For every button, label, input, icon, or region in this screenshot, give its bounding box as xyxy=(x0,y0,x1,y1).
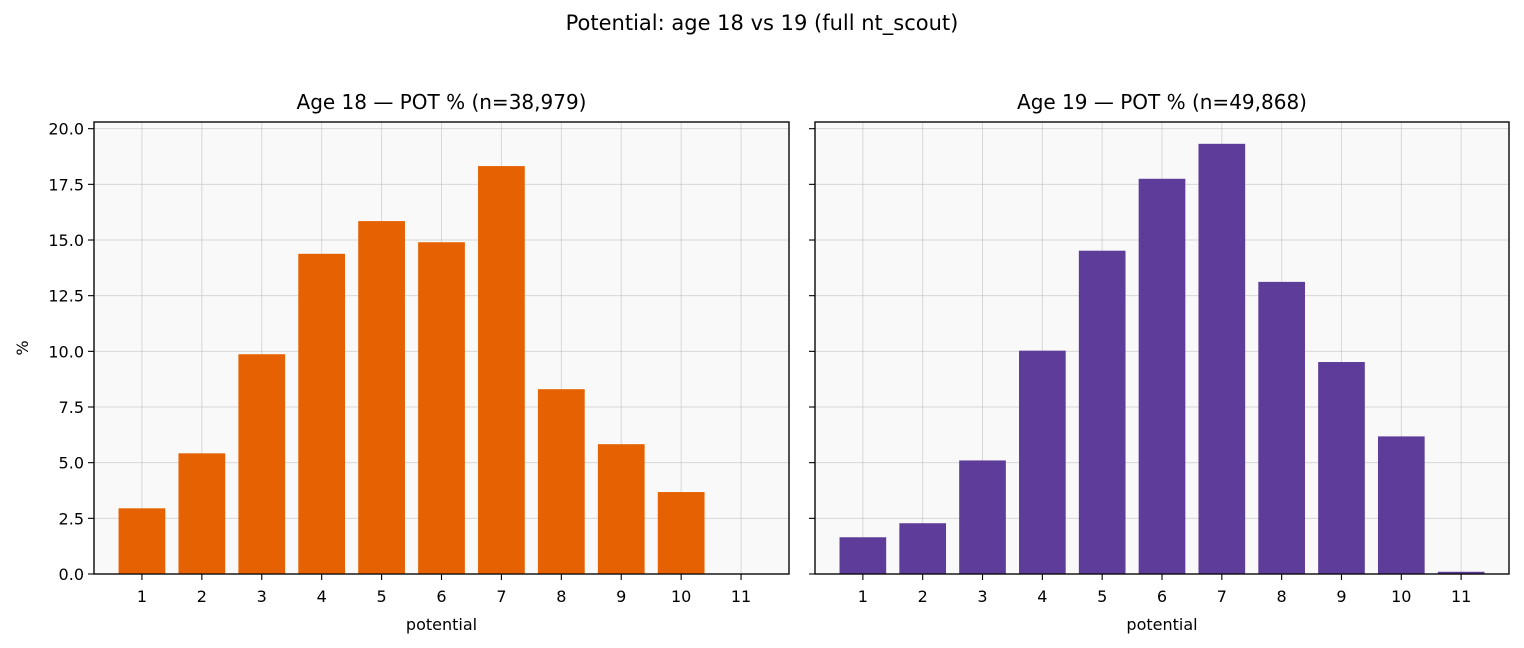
y-tick-label: 2.5 xyxy=(59,509,84,528)
x-tick-label: 8 xyxy=(556,587,566,606)
x-tick-label: 10 xyxy=(671,587,691,606)
x-tick-label: 11 xyxy=(731,587,751,606)
bar-2 xyxy=(178,453,226,574)
subplot-age-19: 1 2 3 4 5 6 7 8 9 10 11 Age 19 — POT % (n=49,868) po… xyxy=(809,90,1510,634)
bar-5 xyxy=(1078,250,1126,574)
bar-4 xyxy=(298,253,346,575)
x-tick-label: 3 xyxy=(977,587,987,606)
bar-1 xyxy=(839,537,887,574)
x-tick-label: 6 xyxy=(436,587,446,606)
x-tick-label: 6 xyxy=(1157,587,1167,606)
bar-6 xyxy=(1138,178,1186,574)
bar-7 xyxy=(1198,143,1246,575)
bar-3 xyxy=(959,460,1006,574)
x-tick-label: 9 xyxy=(1336,587,1346,606)
x-tick-label: 10 xyxy=(1391,587,1411,606)
bar-6 xyxy=(418,242,465,574)
y-tick-label: 7.5 xyxy=(59,398,84,417)
bar-11 xyxy=(1437,571,1485,574)
bar-10 xyxy=(657,492,705,574)
x-axis-label: potential xyxy=(406,615,477,634)
x-tick-label: 2 xyxy=(918,587,928,606)
subplot-title: Age 18 — POT % (n=38,979) xyxy=(297,90,587,114)
x-tick-label: 3 xyxy=(257,587,267,606)
x-tick-label: 4 xyxy=(1037,587,1047,606)
bar-10 xyxy=(1377,436,1425,574)
bar-8 xyxy=(1258,281,1305,574)
bar-5 xyxy=(358,221,405,574)
x-tick-label: 7 xyxy=(496,587,506,606)
subplot-title: Age 19 — POT % (n=49,868) xyxy=(1017,90,1307,114)
y-tick-label: 5.0 xyxy=(59,454,84,473)
subplot-age-18: 0.0 2.5 5.0 7.5 10.0 12.5 15.0 17.5 20.0 1 2 3 4 5 6 7 8… xyxy=(13,90,790,634)
y-axis-label: % xyxy=(13,340,32,355)
bar-8 xyxy=(537,389,585,574)
y-tick-label: 10.0 xyxy=(48,342,84,361)
figure-suptitle: Potential: age 18 vs 19 (full nt_scout) xyxy=(566,11,959,36)
x-tick-label: 4 xyxy=(317,587,327,606)
x-tick-label: 5 xyxy=(1097,587,1107,606)
bar-3 xyxy=(238,354,286,574)
x-tick-label: 1 xyxy=(137,587,147,606)
bar-9 xyxy=(597,444,645,574)
y-tick-label: 12.5 xyxy=(48,287,84,306)
y-tick-label: 17.5 xyxy=(48,175,84,194)
bar-4 xyxy=(1019,350,1066,574)
bar-1 xyxy=(118,508,166,574)
y-tick-label: 20.0 xyxy=(48,120,84,139)
x-tick-label: 8 xyxy=(1277,587,1287,606)
x-axis-label: potential xyxy=(1126,615,1197,634)
x-tick-label: 5 xyxy=(376,587,386,606)
x-tick-label: 7 xyxy=(1217,587,1227,606)
x-tick-label: 9 xyxy=(616,587,626,606)
y-tick-label: 0.0 xyxy=(59,565,84,584)
x-tick-label: 2 xyxy=(197,587,207,606)
bar-7 xyxy=(478,166,525,574)
bar-2 xyxy=(899,523,947,574)
y-tick-label: 15.0 xyxy=(48,231,84,250)
bar-9 xyxy=(1318,362,1365,574)
x-tick-label: 11 xyxy=(1451,587,1471,606)
x-tick-label: 1 xyxy=(858,587,868,606)
